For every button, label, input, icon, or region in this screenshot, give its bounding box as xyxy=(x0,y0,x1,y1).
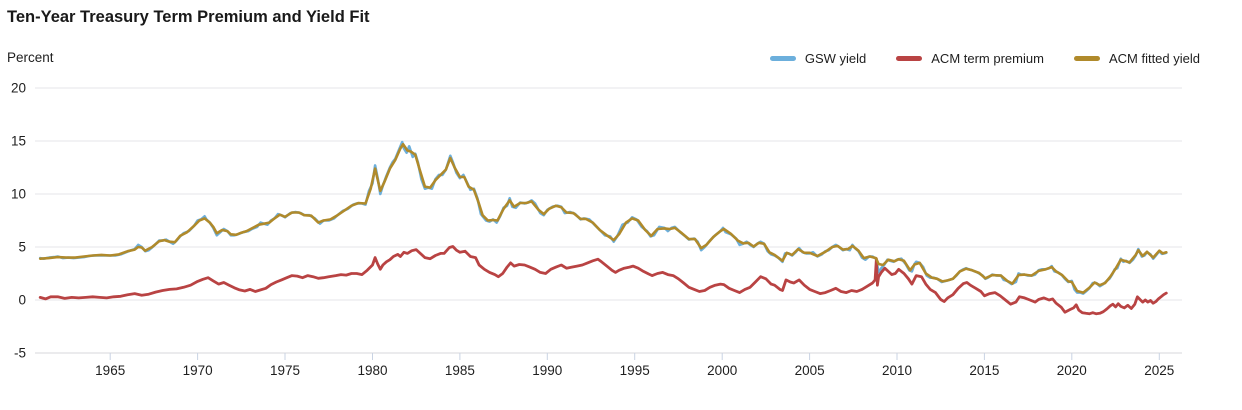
x-tick-label: 1990 xyxy=(532,363,562,378)
legend-label-gsw-yield: GSW yield xyxy=(804,51,867,66)
y-tick-label: 0 xyxy=(18,293,26,308)
y-axis-unit-label: Percent xyxy=(7,50,54,65)
chart-title: Ten-Year Treasury Term Premium and Yield… xyxy=(7,8,370,26)
legend-label-acm-term-premium: ACM term premium xyxy=(931,51,1044,66)
y-tick-label: -5 xyxy=(14,346,26,361)
x-tick-label: 2000 xyxy=(707,363,737,378)
legend-swatch-acm-term-premium xyxy=(896,56,923,61)
x-tick-label: 2005 xyxy=(795,363,825,378)
legend-item-acm-fitted-yield: ACM fitted yield xyxy=(1073,51,1200,66)
x-tick-label: 2020 xyxy=(1057,363,1087,378)
x-tick-label: 1995 xyxy=(620,363,650,378)
legend-item-acm-term-premium: ACM term premium xyxy=(896,51,1044,66)
legend-item-gsw-yield: GSW yield xyxy=(769,51,867,66)
x-tick-label: 1970 xyxy=(183,363,213,378)
y-tick-label: 15 xyxy=(11,134,26,149)
legend-swatch-acm-fitted-yield xyxy=(1073,56,1100,61)
x-tick-label: 2025 xyxy=(1144,363,1174,378)
series-line-acm-term-premium xyxy=(38,245,1168,316)
legend: GSW yield ACM term premium ACM fitted yi… xyxy=(769,51,1200,66)
legend-label-acm-fitted-yield: ACM fitted yield xyxy=(1108,51,1200,66)
series-line-acm-fitted-yield xyxy=(38,142,1168,294)
x-tick-label: 1980 xyxy=(357,363,387,378)
y-tick-label: 5 xyxy=(18,240,26,255)
x-tick-label: 2015 xyxy=(969,363,999,378)
y-tick-label: 20 xyxy=(11,81,26,96)
series-line-gsw-yield xyxy=(38,140,1168,295)
y-tick-label: 10 xyxy=(11,187,26,202)
x-tick-label: 1985 xyxy=(445,363,475,378)
x-tick-label: 1975 xyxy=(270,363,300,378)
legend-swatch-gsw-yield xyxy=(769,56,796,61)
x-tick-label: 1965 xyxy=(95,363,125,378)
x-tick-label: 2010 xyxy=(882,363,912,378)
